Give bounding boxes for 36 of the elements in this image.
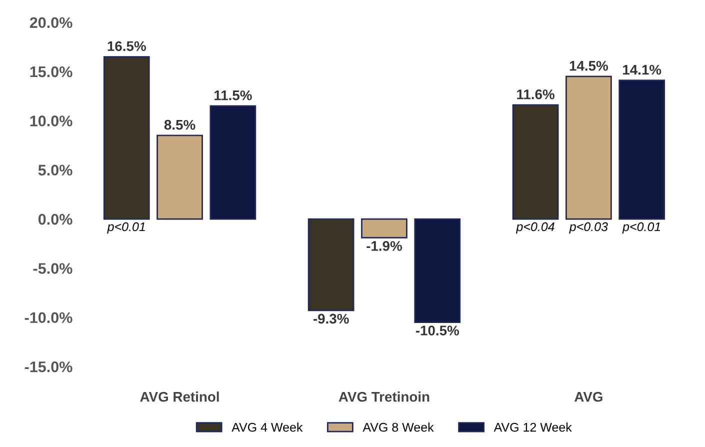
text: -10.5% xyxy=(416,326,460,336)
bar xyxy=(308,218,354,312)
bar xyxy=(210,105,256,220)
legend-label: AVG 8 Week xyxy=(362,422,434,432)
y-tick-label: -5.0% xyxy=(33,263,72,274)
bar xyxy=(565,76,612,220)
text: 11.6% xyxy=(517,89,554,100)
legend-label: AVG 12 Week xyxy=(494,422,572,432)
y-tick-label: 10.0% xyxy=(30,116,72,126)
x-tick-label: AVG xyxy=(574,392,602,402)
y-tick-label: 15.0% xyxy=(30,66,72,78)
annotation: p<0.04 xyxy=(516,222,554,234)
text: 11.5% xyxy=(214,90,252,100)
y-tick-label: -10.0% xyxy=(24,312,72,324)
annotation: p<0.03 xyxy=(569,222,608,234)
text: -1.9% xyxy=(366,241,402,251)
text: 14.1% xyxy=(623,64,662,75)
bar xyxy=(618,80,666,220)
x-tick-label: AVG Retinol xyxy=(140,392,219,402)
bar xyxy=(414,218,461,323)
legend-label: AVG 4 Week xyxy=(232,422,303,432)
y-tick-label: 5.0% xyxy=(38,164,72,176)
bar xyxy=(361,218,408,238)
bar xyxy=(512,104,559,220)
text: 8.5% xyxy=(164,120,196,130)
text: -9.3% xyxy=(313,314,349,324)
annotation: p<0.01 xyxy=(107,222,145,234)
y-tick-label: 0.0% xyxy=(38,214,72,225)
y-tick-label: -15.0% xyxy=(24,361,72,372)
y-tick-label: 20.0% xyxy=(30,17,72,28)
text: 14.5% xyxy=(570,60,608,71)
bar xyxy=(156,134,203,220)
annotation: p<0.01 xyxy=(622,222,660,234)
bar xyxy=(103,56,150,220)
x-tick-label: AVG Tretinoin xyxy=(338,392,430,402)
text: 16.5% xyxy=(108,41,146,52)
